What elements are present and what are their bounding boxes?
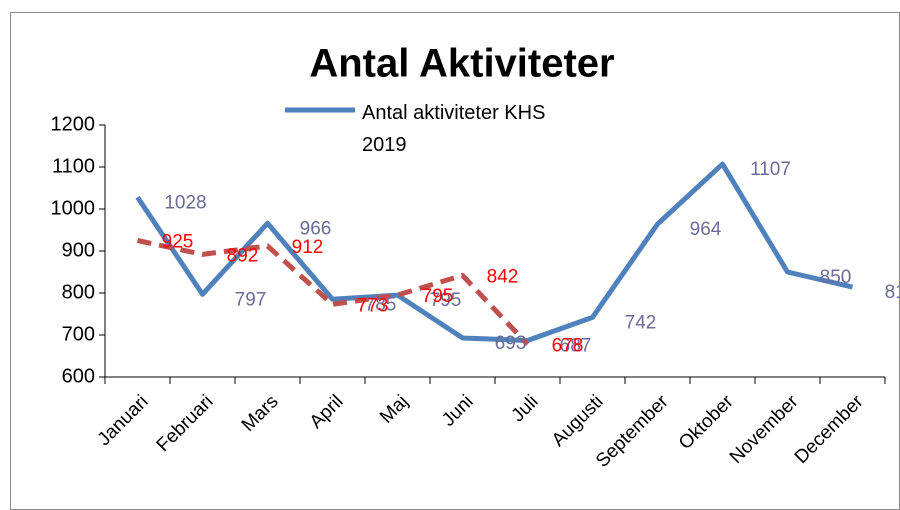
data-label: 742 — [625, 312, 657, 333]
data-label: 687 — [560, 335, 592, 356]
legend-label: Antal aktiviteter KHS 2019 — [362, 102, 546, 156]
data-label: 925 — [162, 232, 194, 253]
y-tick-label: 800 — [62, 281, 95, 303]
data-label: 797 — [235, 289, 267, 310]
data-label: 773 — [357, 295, 389, 316]
data-label: 693 — [495, 333, 527, 354]
y-tick-label: 700 — [62, 323, 95, 345]
chart-border — [10, 12, 900, 510]
data-label: 850 — [820, 267, 852, 288]
y-tick-label: 900 — [62, 239, 95, 261]
y-tick-label: 600 — [62, 365, 95, 387]
data-label: 795 — [430, 290, 462, 311]
data-label: 1028 — [164, 192, 206, 213]
y-tick-label: 1200 — [51, 113, 96, 135]
data-label: 892 — [227, 245, 259, 266]
data-label: 912 — [292, 237, 324, 258]
y-tick-label: 1000 — [51, 197, 96, 219]
chart-title: Antal Aktiviteter — [309, 42, 614, 86]
data-label: 814 — [885, 282, 900, 303]
data-label: 842 — [487, 266, 519, 287]
data-label: 795 — [422, 286, 454, 307]
data-label: 966 — [300, 218, 332, 239]
data-label: 785 — [365, 294, 397, 315]
data-label: 1107 — [750, 159, 791, 180]
series-line — [136, 238, 530, 346]
data-label: 678 — [552, 335, 584, 356]
data-label: 964 — [690, 219, 722, 240]
series-line — [135, 161, 854, 343]
y-tick-label: 1100 — [52, 155, 95, 177]
